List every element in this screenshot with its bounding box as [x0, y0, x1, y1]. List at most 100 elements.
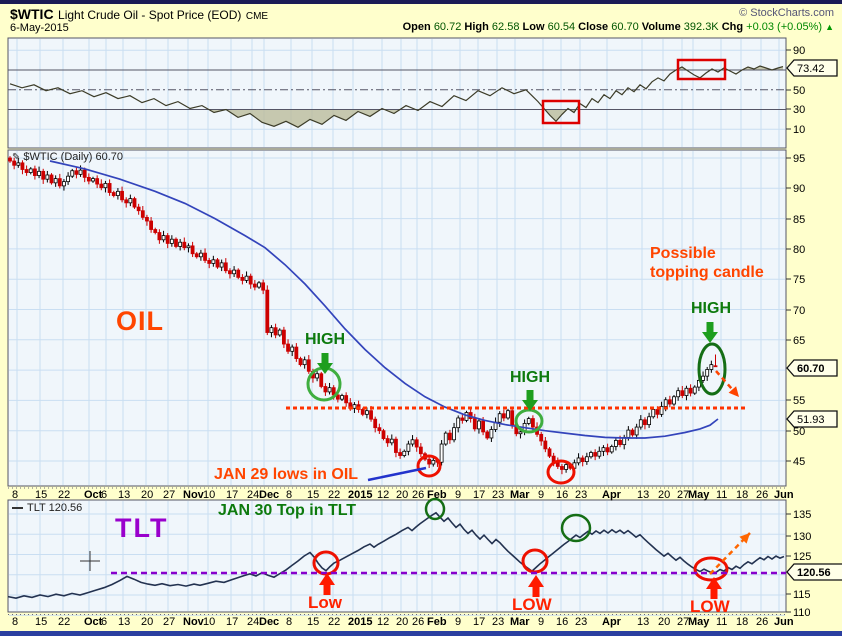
oil-annotation: OIL [116, 306, 164, 336]
svg-text:May: May [688, 616, 710, 628]
svg-text:9: 9 [538, 489, 544, 501]
svg-text:65: 65 [793, 335, 805, 347]
svg-text:60.70: 60.70 [797, 363, 825, 375]
svg-text:17: 17 [226, 489, 238, 501]
high-label: High [464, 21, 489, 33]
chart-header: $WTIC Light Crude Oil - Spot Price (EOD)… [10, 6, 268, 24]
window-top-edge [0, 0, 842, 4]
svg-text:20: 20 [658, 489, 670, 501]
price-panel-label: ✎ $WTIC (Daily) 60.70 [12, 151, 123, 163]
svg-text:45: 45 [793, 456, 805, 468]
svg-text:Dec: Dec [259, 489, 279, 501]
svg-text:90: 90 [793, 183, 805, 195]
svg-text:26: 26 [756, 489, 768, 501]
svg-text:22: 22 [58, 489, 70, 501]
svg-text:16: 16 [556, 489, 568, 501]
svg-text:9: 9 [455, 489, 461, 501]
low-value: 60.54 [547, 21, 576, 33]
svg-text:90: 90 [793, 45, 805, 57]
ma-line [49, 160, 719, 439]
svg-text:20: 20 [141, 489, 153, 501]
svg-text:Apr: Apr [602, 616, 622, 628]
svg-text:13: 13 [118, 616, 130, 628]
oscillator-series [8, 65, 786, 128]
svg-text:6: 6 [101, 616, 107, 628]
svg-text:Nov: Nov [183, 616, 205, 628]
svg-text:Dec: Dec [259, 616, 279, 628]
up-triangle-icon: ▲ [825, 22, 834, 32]
svg-text:27: 27 [163, 616, 175, 628]
svg-text:9: 9 [538, 616, 544, 628]
gridlines [9, 39, 785, 616]
svg-text:135: 135 [793, 509, 811, 521]
possible-topping-annotation: Possible topping candle [650, 244, 764, 282]
jan29-lows-annotation: JAN 29 lows in OIL [214, 466, 359, 483]
copyright-text: © StockCharts.com [739, 7, 834, 19]
svg-text:22: 22 [328, 489, 340, 501]
svg-text:8: 8 [286, 489, 292, 501]
high-annotation-2: HIGH [510, 369, 550, 386]
svg-text:26: 26 [412, 489, 424, 501]
svg-text:55: 55 [793, 395, 805, 407]
tlt-line-swatch-icon [12, 507, 23, 510]
chart-title: Light Crude Oil - Spot Price (EOD) [58, 8, 242, 22]
svg-text:130: 130 [793, 531, 811, 543]
svg-text:10: 10 [203, 616, 215, 628]
low-label: Low [522, 21, 545, 33]
svg-text:15: 15 [35, 489, 47, 501]
svg-text:24: 24 [247, 489, 259, 501]
tlt-big-annotation: TLT [115, 513, 169, 543]
svg-text:17: 17 [226, 616, 238, 628]
possible-topping-line1: Possible [650, 245, 716, 262]
svg-text:27: 27 [677, 616, 689, 628]
svg-text:23: 23 [492, 616, 504, 628]
svg-text:20: 20 [396, 616, 408, 628]
svg-text:8: 8 [12, 489, 18, 501]
svg-text:30: 30 [793, 104, 805, 116]
quote-row: Open 60.72 High 62.58 Low 60.54 Close 60… [403, 21, 834, 33]
chg-value: +0.03 (+0.05%) [746, 21, 823, 33]
svg-text:95: 95 [793, 153, 805, 165]
high-annotation-3: HIGH [691, 300, 731, 317]
svg-text:73.42: 73.42 [797, 63, 825, 75]
svg-text:12: 12 [377, 616, 389, 628]
tlt-legend-text: TLT 120.56 [27, 502, 83, 514]
window-bottom-edge [0, 631, 842, 636]
svg-text:12: 12 [377, 489, 389, 501]
possible-topping-line2: topping candle [650, 264, 764, 281]
svg-text:15: 15 [35, 616, 47, 628]
svg-text:85: 85 [793, 214, 805, 226]
workbench-icon: ✎ [12, 152, 21, 163]
svg-text:11: 11 [716, 489, 727, 501]
svg-text:23: 23 [575, 616, 587, 628]
svg-text:22: 22 [58, 616, 70, 628]
svg-text:Mar: Mar [510, 616, 530, 628]
svg-text:13: 13 [118, 489, 130, 501]
svg-text:23: 23 [492, 489, 504, 501]
svg-text:13: 13 [637, 616, 649, 628]
open-label: Open [402, 21, 431, 33]
svg-text:8: 8 [286, 616, 292, 628]
svg-text:75: 75 [793, 274, 805, 286]
tlt-legend: TLT 120.56 [12, 502, 82, 514]
svg-text:8: 8 [12, 616, 18, 628]
close-value: 60.70 [611, 21, 639, 33]
svg-text:27: 27 [677, 489, 689, 501]
low-annotation-3: LOW [690, 597, 730, 616]
svg-text:Mar: Mar [510, 489, 530, 501]
svg-text:13: 13 [637, 489, 649, 501]
tlt-series [7, 511, 785, 600]
svg-text:22: 22 [328, 616, 340, 628]
svg-text:26: 26 [412, 616, 424, 628]
svg-text:Feb: Feb [427, 489, 447, 501]
svg-text:80: 80 [793, 244, 805, 256]
svg-text:20: 20 [658, 616, 670, 628]
chg-label: Chg [721, 21, 744, 33]
svg-text:120.56: 120.56 [797, 567, 831, 579]
svg-text:17: 17 [473, 616, 485, 628]
svg-text:10: 10 [203, 489, 215, 501]
svg-text:6: 6 [101, 489, 107, 501]
svg-text:Oct: Oct [84, 489, 103, 501]
svg-text:18: 18 [736, 616, 748, 628]
